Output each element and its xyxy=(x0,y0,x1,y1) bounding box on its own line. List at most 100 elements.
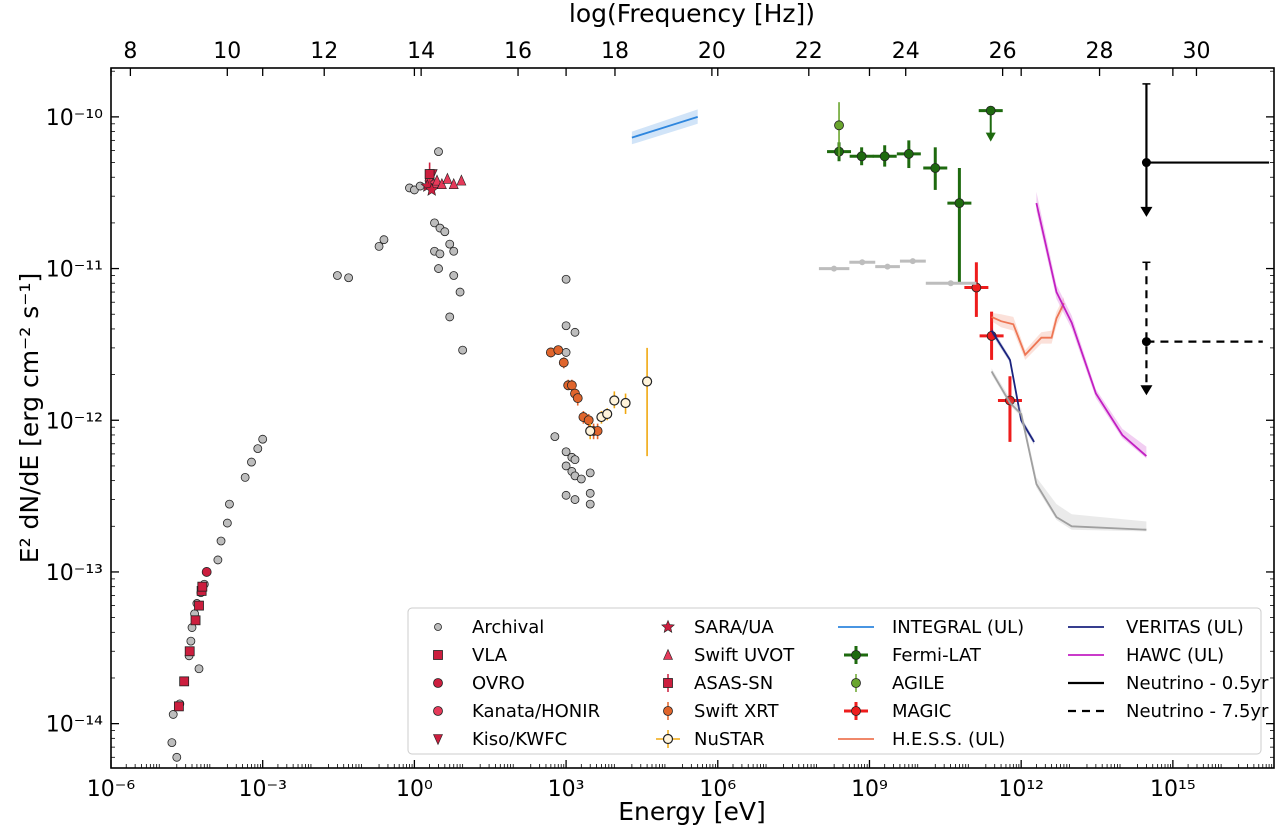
data-point xyxy=(436,250,444,258)
legend-label: Fermi-LAT xyxy=(892,645,982,666)
y-tick-label: 10⁻¹² xyxy=(46,409,103,434)
data-point xyxy=(456,288,464,296)
legend-label: Kanata/HONIR xyxy=(472,701,600,722)
data-point xyxy=(603,409,612,418)
data-point xyxy=(380,236,388,244)
series-fermi-lat xyxy=(827,106,1003,283)
series-magic xyxy=(964,262,1022,442)
data-point xyxy=(571,456,579,464)
top-tick-label: 20 xyxy=(698,39,726,64)
series-vla xyxy=(174,582,206,711)
arrow-head xyxy=(986,133,996,142)
data-point xyxy=(225,500,233,508)
data-point xyxy=(577,475,585,483)
data-point xyxy=(435,265,443,273)
data-point xyxy=(333,272,341,280)
data-point xyxy=(562,322,570,330)
top-tick-label: 24 xyxy=(892,39,920,64)
neutrino-point xyxy=(1142,158,1151,167)
data-point xyxy=(459,346,467,354)
data-point xyxy=(254,445,262,453)
data-point xyxy=(446,313,454,321)
segment-point xyxy=(859,259,865,265)
series-unlabelled xyxy=(992,368,1147,531)
data-point xyxy=(198,582,207,591)
data-point xyxy=(173,753,181,761)
band-line xyxy=(632,117,698,138)
series-veritas-ul xyxy=(992,327,1035,444)
x-tick-label: 10⁻³ xyxy=(238,777,286,802)
legend-swatch xyxy=(664,707,673,716)
data-point xyxy=(174,702,183,711)
data-point xyxy=(241,473,249,481)
legend-label: VERITAS (UL) xyxy=(1126,617,1244,638)
x-tick-label: 10⁻⁶ xyxy=(87,777,136,802)
legend-label: INTEGRAL (UL) xyxy=(892,617,1024,638)
data-point xyxy=(195,601,204,610)
legend-label: H.E.S.S. (UL) xyxy=(892,729,1005,750)
data-point xyxy=(559,358,568,367)
data-point xyxy=(191,616,200,625)
legend-label: AGILE xyxy=(892,673,945,694)
data-point xyxy=(554,346,563,355)
top-axis-label: log(Frequency [Hz]) xyxy=(569,0,815,28)
top-tick-label: 18 xyxy=(601,39,629,64)
x-tick-label: 10¹⁵ xyxy=(1150,777,1196,802)
legend-label: OVRO xyxy=(472,673,525,694)
legend-label: Neutrino - 0.5yr xyxy=(1126,673,1269,694)
data-point xyxy=(857,152,866,161)
y-axis-label: E² dN/dE [erg cm⁻² s⁻¹] xyxy=(15,273,44,563)
legend-label: Neutrino - 7.5yr xyxy=(1126,701,1269,722)
legend-swatch xyxy=(852,651,861,660)
legend-swatch xyxy=(434,707,443,716)
data-point xyxy=(425,170,434,179)
x-tick-label: 10⁰ xyxy=(396,777,433,802)
data-point xyxy=(880,152,889,161)
series-neutrino-7-5yr xyxy=(1140,262,1262,395)
legend-label: Swift UVOT xyxy=(694,645,795,666)
x-tick-label: 10³ xyxy=(548,777,585,802)
x-tick-label: 10⁹ xyxy=(851,777,888,802)
data-point xyxy=(586,426,595,435)
data-point xyxy=(168,739,176,747)
legend-swatch xyxy=(434,679,443,688)
data-point xyxy=(223,519,231,527)
y-tick-label: 10⁻¹⁰ xyxy=(46,106,103,131)
legend-label: Archival xyxy=(472,617,544,638)
data-point xyxy=(562,491,570,499)
data-point xyxy=(573,394,582,403)
data-point xyxy=(202,567,211,576)
data-point xyxy=(610,396,619,405)
neutrino-point xyxy=(1142,337,1151,346)
data-point xyxy=(904,149,913,158)
legend-swatch xyxy=(852,707,861,716)
data-point xyxy=(586,489,594,497)
band-area xyxy=(1036,192,1146,459)
top-tick-label: 14 xyxy=(407,39,435,64)
data-point xyxy=(214,556,222,564)
data-point xyxy=(643,377,652,386)
data-point xyxy=(345,274,353,282)
top-tick-label: 12 xyxy=(310,39,338,64)
data-point xyxy=(586,500,594,508)
data-point xyxy=(375,242,383,250)
data-point xyxy=(441,228,449,236)
segment-point xyxy=(910,258,916,264)
data-point xyxy=(435,148,443,156)
data-point xyxy=(986,106,995,115)
segment-point xyxy=(831,266,837,272)
series-neutrino-0-5yr xyxy=(1140,84,1269,217)
y-tick-label: 10⁻¹¹ xyxy=(46,258,103,283)
band-line xyxy=(992,331,1035,442)
data-point xyxy=(247,458,255,466)
legend: Archival SARA/UA INTEGRAL (UL) VERITAS (UL)… xyxy=(408,608,1269,754)
y-tick-label: 10⁻¹⁴ xyxy=(46,713,103,738)
legend-swatch xyxy=(434,651,443,660)
series-swift-xrt xyxy=(546,346,602,440)
legend-label: VLA xyxy=(472,645,508,666)
data-point xyxy=(187,637,195,645)
data-point xyxy=(621,398,630,407)
y-tick-label: 10⁻¹³ xyxy=(46,561,103,586)
data-point xyxy=(835,121,844,130)
